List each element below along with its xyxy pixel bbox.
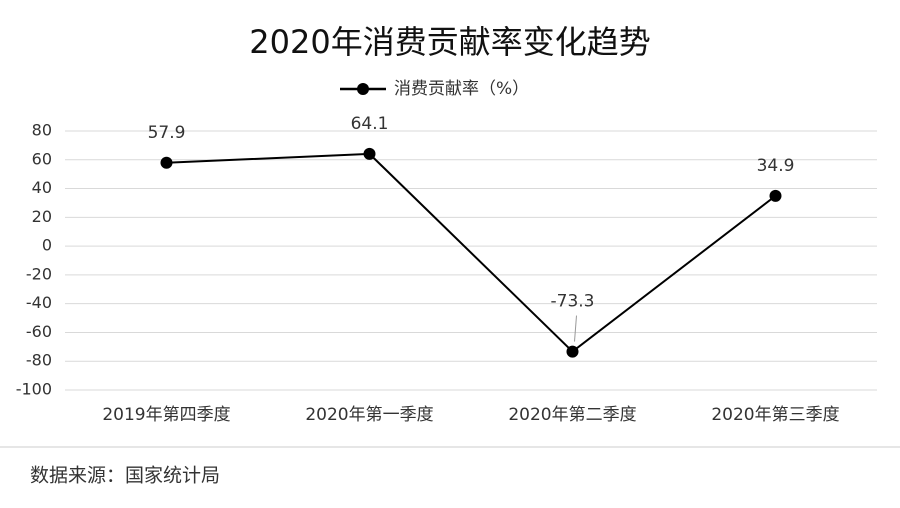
legend-marker	[357, 83, 369, 95]
point	[363, 147, 376, 160]
data-label: 57.9	[148, 123, 186, 143]
series-line	[166, 152, 777, 353]
y-tick-label: 80	[32, 121, 52, 140]
y-tick-label: -80	[26, 351, 52, 370]
y-tick-label: -40	[26, 293, 52, 312]
y-tick-label: -60	[26, 322, 52, 341]
point	[566, 345, 579, 358]
source-note: 数据来源：国家统计局	[30, 465, 220, 487]
x-tick-label: 2020年第一季度	[305, 405, 433, 425]
data-label: 64.1	[351, 114, 389, 134]
legend-label: 消费贡献率（%）	[394, 79, 529, 99]
y-tick-label: 60	[32, 149, 52, 168]
data-label: 34.9	[757, 156, 795, 176]
y-tick-label: -20	[26, 264, 52, 283]
x-tick-label: 2020年第三季度	[711, 405, 839, 425]
chart-title: 2020年消费贡献率变化趋势	[249, 23, 650, 61]
data-label: -73.3	[551, 292, 595, 312]
y-tick-label: 40	[32, 178, 52, 197]
leader-line	[574, 315, 577, 342]
x-tick-label: 2020年第二季度	[508, 405, 636, 425]
point	[160, 156, 173, 169]
x-tick-label: 2019年第四季度	[102, 405, 230, 425]
y-tick-label: 0	[42, 236, 52, 255]
point	[769, 189, 782, 202]
y-tick-label: -100	[16, 380, 52, 399]
y-tick-label: 20	[32, 207, 52, 226]
